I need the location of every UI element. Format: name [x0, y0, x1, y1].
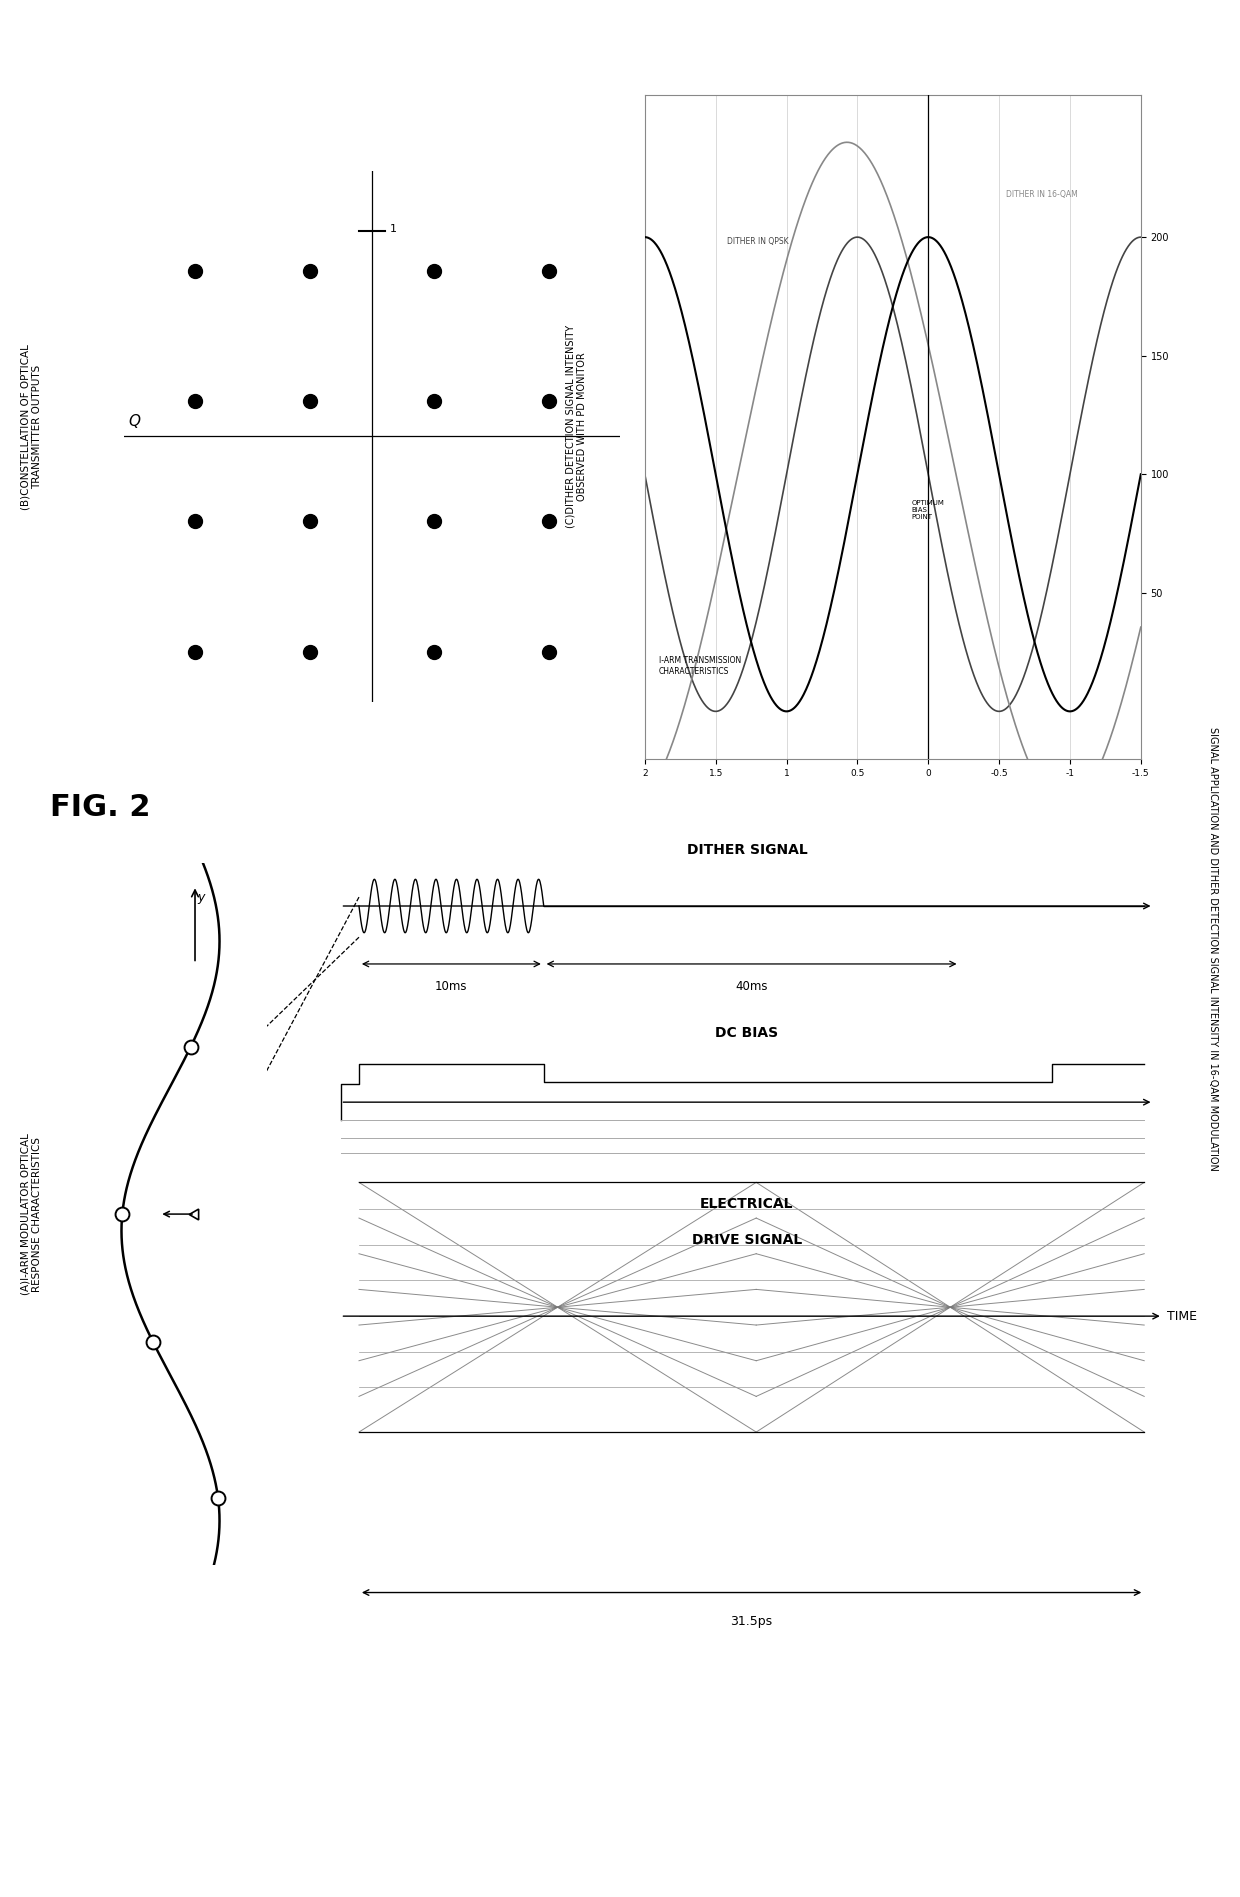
- Text: 1: 1: [389, 224, 397, 233]
- Text: DITHER IN 16-QAM: DITHER IN 16-QAM: [1006, 190, 1078, 199]
- Text: I-ARM TRANSMISSION
CHARACTERISTICS: I-ARM TRANSMISSION CHARACTERISTICS: [658, 656, 742, 675]
- Text: (B)CONSTELLATION OF OPTICAL
TRANSMITTER OUTPUTS: (B)CONSTELLATION OF OPTICAL TRANSMITTER …: [20, 343, 42, 510]
- Text: DC BIAS: DC BIAS: [715, 1026, 779, 1040]
- Text: DITHER IN QPSK: DITHER IN QPSK: [728, 237, 789, 247]
- Text: DITHER SIGNAL: DITHER SIGNAL: [687, 842, 807, 857]
- Text: y: y: [197, 892, 205, 905]
- Text: OPTIMUM
BIAS
POINT: OPTIMUM BIAS POINT: [911, 499, 944, 520]
- Text: DRIVE SIGNAL: DRIVE SIGNAL: [692, 1233, 802, 1246]
- Text: SIGNAL APPLICATION AND DITHER DETECTION SIGNAL INTENSITY IN 16-QAM MODULATION: SIGNAL APPLICATION AND DITHER DETECTION …: [1208, 727, 1218, 1170]
- Text: 40ms: 40ms: [735, 981, 768, 992]
- Text: ELECTRICAL: ELECTRICAL: [701, 1197, 794, 1210]
- Text: 31.5ps: 31.5ps: [730, 1614, 773, 1628]
- Text: Q: Q: [129, 414, 140, 429]
- Text: FIG. 2: FIG. 2: [50, 793, 150, 821]
- Text: 10ms: 10ms: [435, 981, 467, 992]
- Text: TIME: TIME: [1167, 1309, 1198, 1322]
- Text: (A)I-ARM MODULATOR OPTICAL
RESPONSE CHARACTERISTICS: (A)I-ARM MODULATOR OPTICAL RESPONSE CHAR…: [20, 1133, 42, 1296]
- Text: (C)DITHER DETECTION SIGNAL INTENSITY
OBSERVED WITH PD MONITOR: (C)DITHER DETECTION SIGNAL INTENSITY OBS…: [565, 324, 588, 529]
